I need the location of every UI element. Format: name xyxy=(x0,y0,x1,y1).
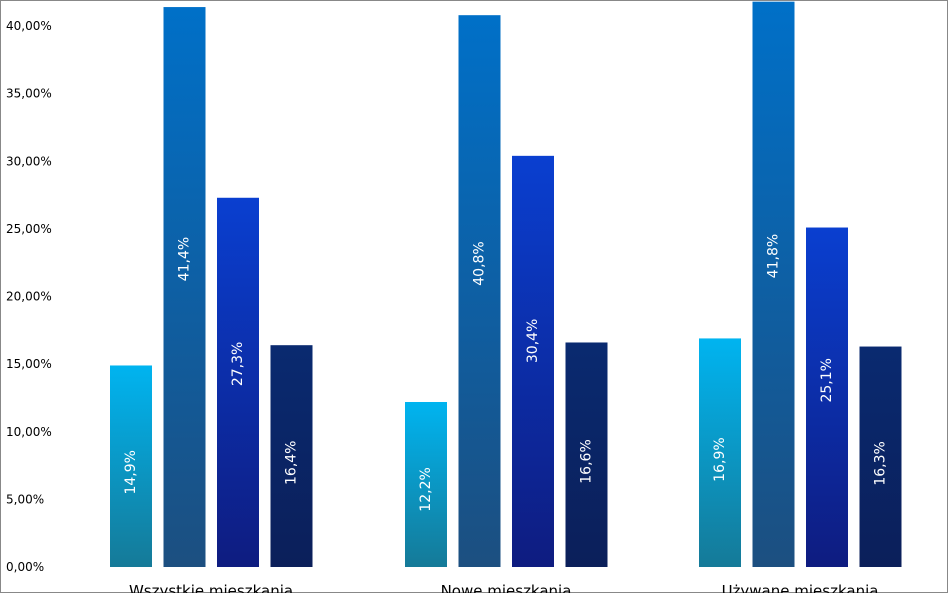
data-label: 16,9% xyxy=(712,437,728,481)
data-label: 16,6% xyxy=(579,439,595,483)
y-tick-label: 20,00% xyxy=(6,290,52,304)
data-label: 25,1% xyxy=(819,358,835,402)
data-label: 27,3% xyxy=(230,342,246,386)
bar-series-4-2 xyxy=(859,346,902,567)
data-label: 41,4% xyxy=(177,237,193,281)
bar-series-1-0 xyxy=(110,365,152,567)
bar-series-2-1 xyxy=(458,15,501,568)
bar-series-3-2 xyxy=(806,227,848,567)
y-tick-label: 15,00% xyxy=(6,357,52,371)
bar-series-4-1 xyxy=(565,342,608,567)
bar-series-2-2 xyxy=(752,1,795,567)
y-tick-label: 40,00% xyxy=(6,19,52,33)
bar-series-4-0 xyxy=(270,345,313,567)
bar-series-3-1 xyxy=(512,155,554,567)
bar-series-1-2 xyxy=(699,338,741,567)
bar-series-2-0 xyxy=(163,7,206,567)
y-tick-label: 0,00% xyxy=(6,560,44,574)
data-label: 30,4% xyxy=(525,319,541,363)
y-tick-label: 5,00% xyxy=(6,492,44,506)
bar-series-1-1 xyxy=(405,401,447,567)
data-label: 14,9% xyxy=(123,450,139,494)
category-label: Nowe mieszkania xyxy=(441,582,572,593)
data-label: 41,8% xyxy=(766,234,782,278)
data-label: 40,8% xyxy=(472,241,488,285)
y-tick-label: 25,00% xyxy=(6,222,52,236)
data-label: 16,3% xyxy=(873,441,889,485)
data-label: 12,2% xyxy=(418,467,434,511)
bar-series-3-0 xyxy=(217,197,259,567)
category-label: Wszystkie mieszkania xyxy=(129,582,293,593)
y-tick-label: 10,00% xyxy=(6,425,52,439)
y-tick-label: 35,00% xyxy=(6,87,52,101)
category-label: Używane mieszkania xyxy=(722,582,879,593)
data-label: 16,4% xyxy=(284,441,300,485)
y-tick-label: 30,00% xyxy=(6,154,52,168)
